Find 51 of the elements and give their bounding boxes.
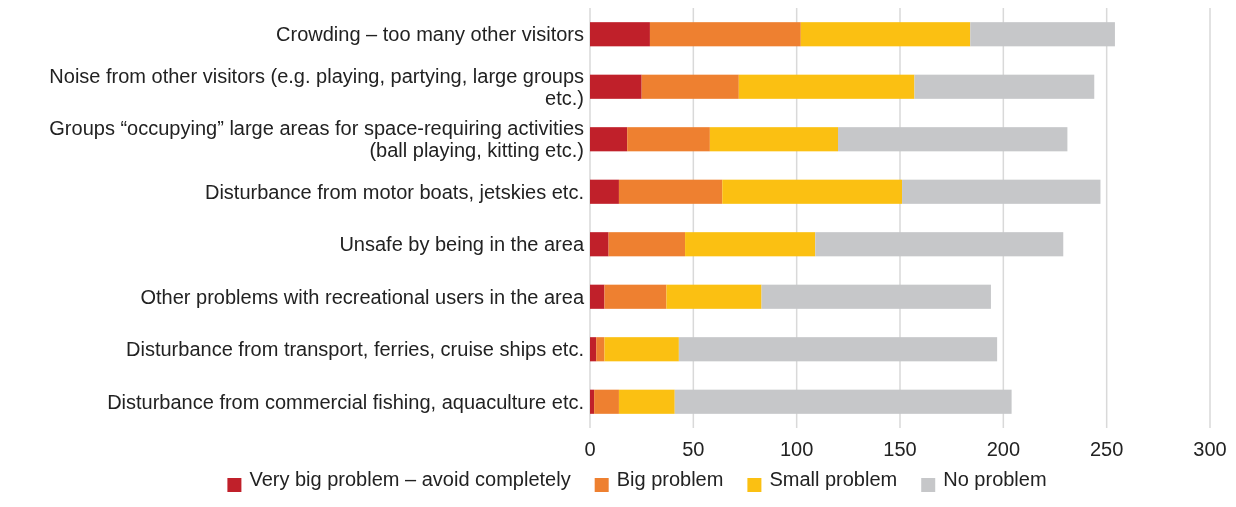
bar — [604, 284, 667, 309]
bar — [800, 22, 971, 47]
y-tick-label: Disturbance from commercial fishing, aquaculture etc. — [107, 390, 584, 413]
legend-label: Very big problem – avoid completely — [249, 468, 571, 490]
y-tick-label: Other problems with recreational users in the area — [140, 285, 585, 308]
bar — [590, 22, 650, 47]
bar — [596, 337, 605, 362]
bar — [674, 389, 1012, 414]
bar — [590, 284, 605, 309]
bar — [914, 74, 1095, 99]
bar — [594, 389, 619, 414]
legend-label: Big problem — [616, 468, 724, 490]
x-tick-label: 50 — [682, 438, 705, 460]
bar — [608, 232, 686, 257]
bar — [738, 74, 915, 99]
bar — [618, 389, 675, 414]
bar — [970, 22, 1115, 47]
x-tick-label: 250 — [1089, 438, 1124, 460]
bar — [590, 337, 597, 362]
legend-label: No problem — [943, 468, 1047, 490]
bar — [678, 337, 998, 362]
bar — [722, 179, 903, 204]
bar — [838, 127, 1068, 152]
bar — [590, 127, 628, 152]
bar — [761, 284, 991, 309]
y-tick-label: Disturbance from motor boats, jetskies etc. — [204, 180, 584, 203]
x-tick-label: 0 — [584, 438, 596, 460]
bar — [590, 179, 619, 204]
bar — [709, 127, 838, 152]
bar — [604, 337, 679, 362]
bar — [590, 232, 609, 257]
bar — [627, 127, 710, 152]
bar — [590, 74, 642, 99]
y-tick-label: Groups “occupying” large areas for space-requiring activities (ball playing, kitting etc.) — [49, 117, 584, 162]
y-tick-label: Crowding – too many other visitors — [276, 23, 584, 46]
bar — [902, 179, 1101, 204]
bar — [815, 232, 1064, 257]
legend-label: Small problem — [769, 468, 898, 490]
bar — [641, 74, 739, 99]
y-tick-label: Unsafe by being in the area — [339, 233, 585, 256]
x-tick-label: 300 — [1193, 438, 1227, 460]
bar — [618, 179, 723, 204]
bar — [649, 22, 801, 47]
bar — [685, 232, 816, 257]
bar — [666, 284, 762, 309]
bar — [590, 389, 595, 414]
x-tick-label: 200 — [986, 438, 1021, 460]
y-tick-label: Disturbance from transport, ferries, cruise ships etc. — [126, 338, 584, 361]
y-tick-label: Noise from other visitors (e.g. playing, partying, large groups etc.) — [49, 64, 584, 109]
x-tick-label: 100 — [779, 438, 814, 460]
x-tick-label: 150 — [883, 438, 917, 460]
